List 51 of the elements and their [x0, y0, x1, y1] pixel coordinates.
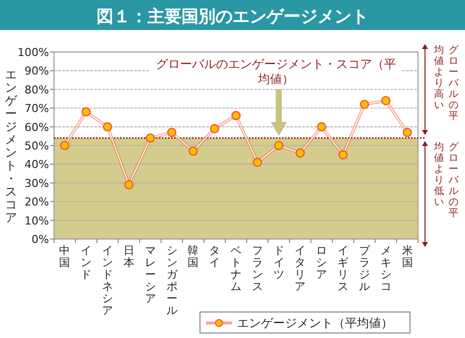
- x-tick-label: 中国: [59, 244, 70, 269]
- chart-title: 図１：主要国別のエンゲージメント: [96, 7, 368, 27]
- point: [296, 148, 305, 158]
- point: [167, 128, 176, 138]
- text: エンゲージメント・スコア: [5, 68, 17, 224]
- x-tick-label: 日本: [123, 244, 134, 269]
- point: [274, 140, 284, 150]
- text: グローバルの平均値より低い: [434, 142, 458, 220]
- point: [124, 180, 134, 190]
- x-tick-label: インドネシア: [102, 244, 114, 317]
- point: [210, 124, 220, 134]
- point: [360, 100, 370, 110]
- x-tick-label: インド: [80, 244, 92, 281]
- x-tick-label: イギリス: [338, 244, 349, 293]
- y-tick-label: 0%: [32, 233, 49, 246]
- point: [381, 96, 391, 106]
- point: [188, 146, 198, 156]
- point: [338, 150, 348, 160]
- y-tick-label: 30%: [24, 176, 49, 190]
- y-tick-label: 40%: [24, 158, 49, 172]
- point: [402, 128, 412, 138]
- y-tick-label: 20%: [24, 196, 49, 209]
- x-tick-label: イタリア: [294, 244, 306, 293]
- x-tick-label: フランス: [252, 244, 263, 293]
- point: [231, 110, 241, 120]
- text: グローバルの平均値より高い: [434, 45, 458, 122]
- point: [102, 122, 112, 132]
- x-tick-label: 韓国: [188, 244, 199, 269]
- point: [81, 107, 91, 116]
- x-tick-label: ドイツ: [273, 244, 284, 281]
- x-tick-label: ベトナム: [230, 244, 242, 293]
- x-tick-label: 米国: [402, 244, 413, 269]
- x-tick-label: マレーシア: [144, 244, 156, 305]
- y-tick-label: 90%: [24, 64, 49, 78]
- y-tick-label: 50%: [24, 140, 49, 152]
- ref-line-label: グローバルのエンゲージメント・スコア（平均値）: [156, 57, 396, 86]
- x-tick-label: ブラジル: [358, 244, 371, 293]
- y-tick-label: 100%: [18, 46, 49, 59]
- x-tick-label: メキシコ: [380, 244, 392, 293]
- x-tick-label: ロシア: [316, 244, 328, 281]
- y-tick-label: 60%: [24, 120, 49, 134]
- legend-label: エンゲージメント（平均値）: [237, 316, 393, 330]
- point: [316, 122, 326, 132]
- y-tick-label: 70%: [24, 102, 49, 116]
- y-tick-label: 10%: [24, 214, 49, 228]
- point: [146, 133, 156, 143]
- y-tick-label: 80%: [24, 83, 49, 96]
- point: [252, 158, 262, 167]
- x-tick-label: シンガポール: [166, 244, 178, 317]
- point: [60, 140, 70, 150]
- x-tick-label: タイ: [209, 244, 220, 269]
